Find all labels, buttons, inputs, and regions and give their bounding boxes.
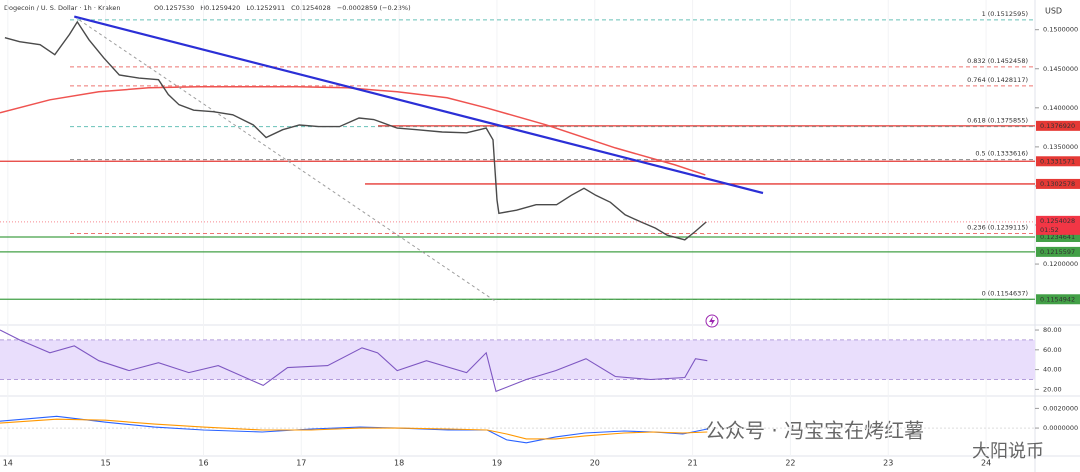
level-tag — [1036, 231, 1080, 242]
y-tick-label: 20.00 — [1043, 385, 1062, 393]
ohlc-value: −0.0002859 (−0.23%) — [337, 4, 411, 12]
x-tick-label: 14 — [3, 459, 13, 468]
x-tick-label: 19 — [492, 459, 502, 468]
level-label: 0.1376920 — [1040, 122, 1075, 130]
fib-label: 1 (0.1512595) — [982, 10, 1028, 18]
rsi-band — [0, 339, 1035, 380]
price-countdown: 01:52 — [1040, 226, 1059, 234]
fib-label: 0.832 (0.1452458) — [967, 57, 1028, 65]
x-tick-label: 21 — [688, 459, 698, 468]
x-tick-label: 20 — [590, 459, 600, 468]
level-label: 0.1302578 — [1040, 180, 1075, 188]
ohlc-value: C0.1254028 — [291, 4, 331, 12]
fib-label: 0.5 (0.1333616) — [975, 150, 1028, 158]
price-line — [4, 20, 707, 241]
x-tick-label: 18 — [394, 459, 404, 468]
x-tick-label: 22 — [785, 459, 795, 468]
fib-label: 0.236 (0.1239115) — [967, 224, 1028, 232]
level-tag — [1036, 120, 1080, 131]
trendline — [74, 15, 764, 195]
moving-average — [0, 86, 706, 176]
x-tick-label: 24 — [981, 459, 991, 468]
symbol: Dogecoin / U. S. Dollar · 1h · Kraken — [4, 4, 121, 12]
level-label: 0.1234641 — [1040, 233, 1075, 241]
y-tick-label: 0.0000000 — [1043, 424, 1078, 432]
projection-line — [74, 16, 498, 303]
fib-label: 0.764 (0.1428117) — [967, 76, 1028, 84]
y-tick-label: 40.00 — [1043, 366, 1062, 374]
x-tick-label: 23 — [883, 459, 893, 468]
watermark: 大阳说币 — [972, 441, 1044, 462]
ohlc-value: L0.1252911 — [246, 4, 285, 12]
level-label: 0.1331571 — [1040, 157, 1075, 165]
price-line — [0, 329, 708, 393]
y-tick-label: 0.0020000 — [1043, 404, 1078, 412]
event-icon-bolt — [709, 316, 715, 326]
fib-label: 0.618 (0.1375855) — [967, 117, 1028, 125]
fib-label: 0 (0.1154637) — [982, 290, 1028, 298]
y-tick-label: 0.1400000 — [1043, 104, 1078, 112]
x-tick-label: 15 — [101, 459, 111, 468]
y-tick-label: 0.1350000 — [1043, 143, 1078, 151]
watermark: 公众号 · 冯宝宝在烤红薯 — [705, 419, 924, 443]
y-tick-label: 80.00 — [1043, 326, 1062, 334]
price-line — [0, 418, 708, 440]
x-tick-label: 17 — [296, 459, 306, 468]
x-tick-label: 16 — [198, 459, 208, 468]
y-tick-label: 0.1500000 — [1043, 26, 1078, 34]
y-tick-label: 60.00 — [1043, 346, 1062, 354]
ohlc-value: O0.1257530 — [154, 4, 194, 12]
y-tick-label: 0.1200000 — [1043, 260, 1078, 268]
ohlc-value: H0.1259420 — [200, 4, 240, 12]
level-tag — [1036, 294, 1080, 305]
level-tag — [1036, 156, 1080, 167]
level-tag — [1036, 246, 1080, 257]
level-label: 0.1215597 — [1040, 248, 1075, 256]
level-tag — [1036, 178, 1080, 189]
currency: USD — [1045, 7, 1062, 16]
header: Dogecoin / U. S. Dollar · 1h · Kraken — [4, 4, 121, 12]
price-line — [0, 415, 708, 444]
price-tag — [1036, 215, 1080, 235]
level-label: 0.1154942 — [1040, 295, 1075, 303]
y-tick-label: 0.1450000 — [1043, 65, 1078, 73]
price-tag-label: 0.1254028 — [1040, 217, 1075, 225]
